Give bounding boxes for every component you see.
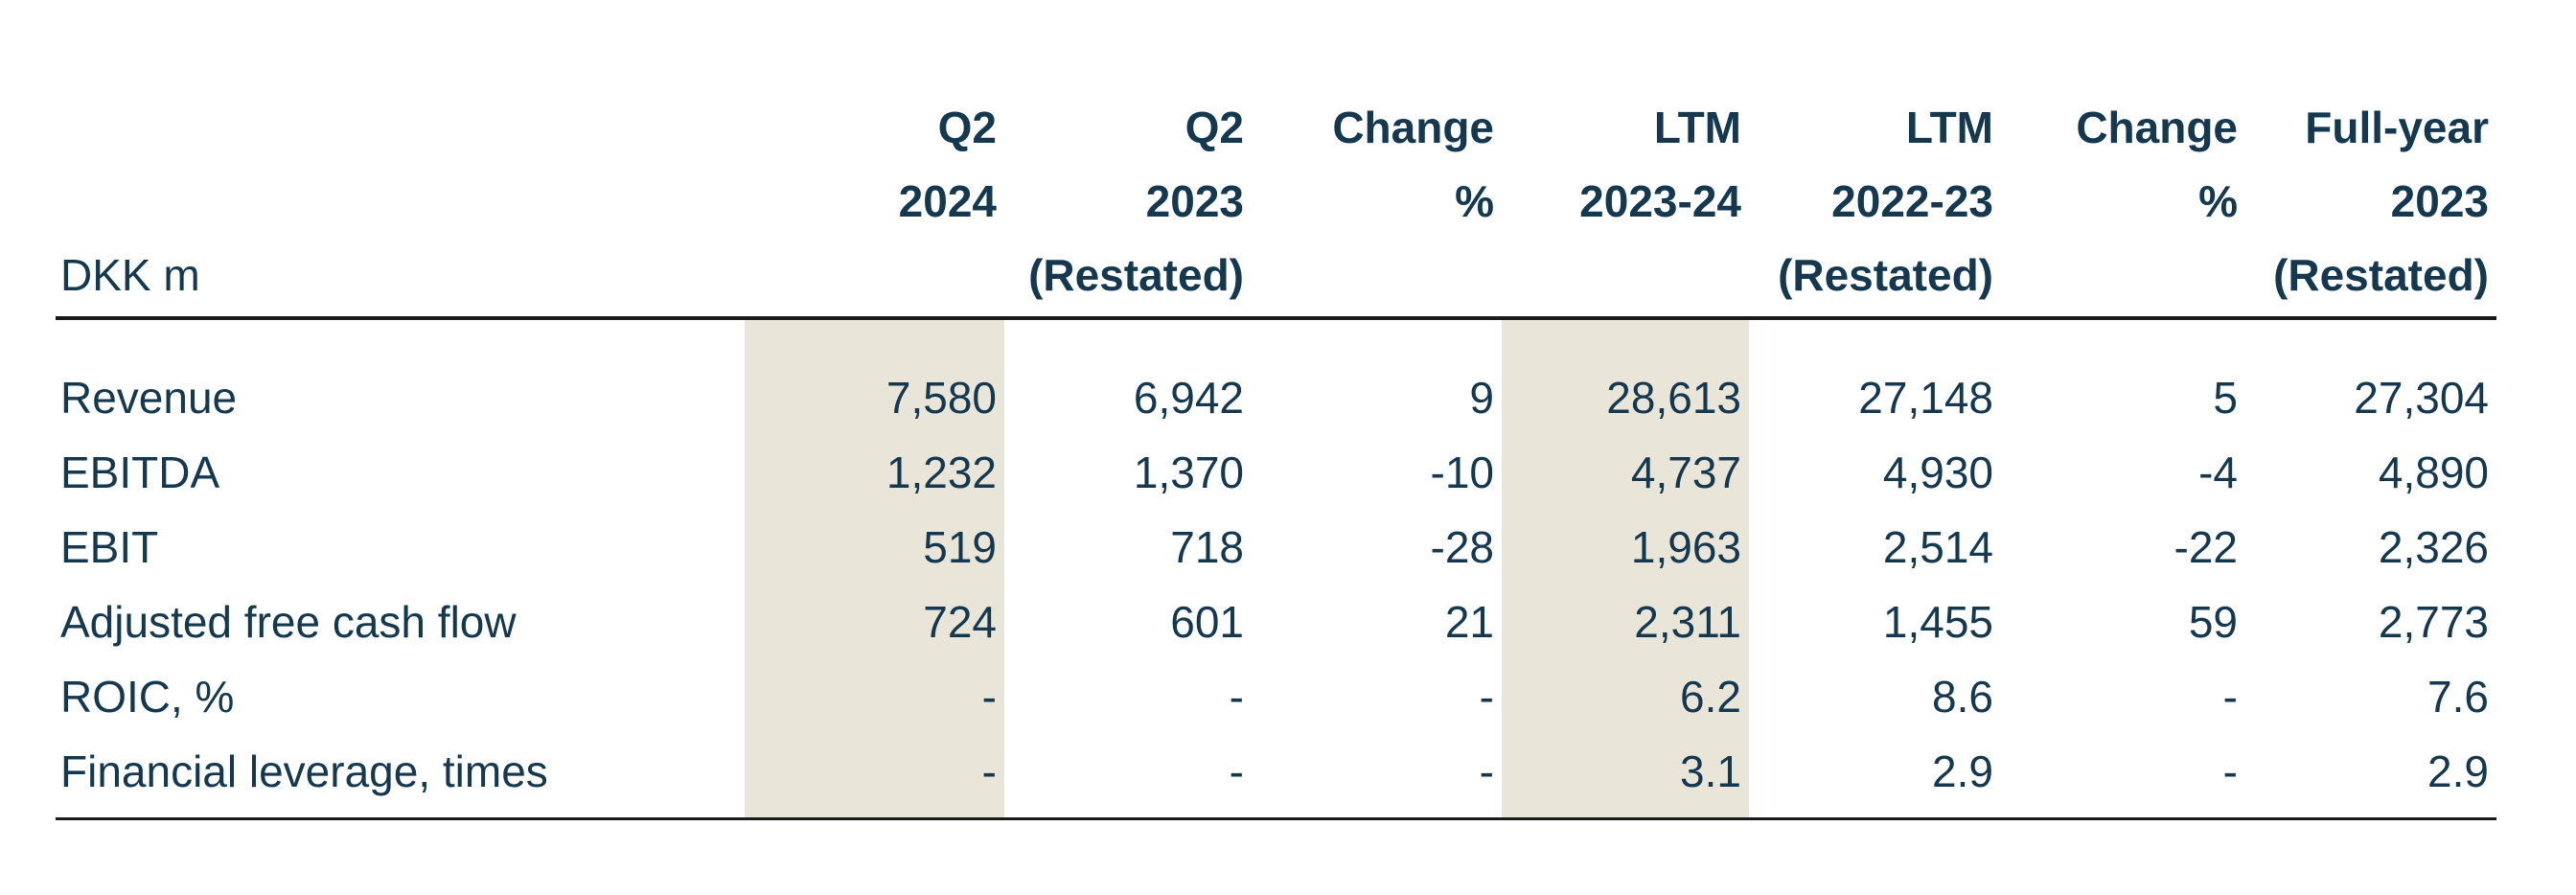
header-cell-change-q2: Change: [1332, 102, 1494, 152]
financial-highlights-table: Q2 Q2 Change LTM LTM Change Full-year 20…: [56, 90, 2496, 847]
table-cell: 519: [923, 522, 997, 572]
table-cell: 6,942: [1133, 373, 1244, 423]
table-cell: 2,311: [1634, 597, 1741, 647]
table-cell: -: [1229, 746, 1244, 796]
table-cell: 4,737: [1630, 448, 1741, 497]
table-cell: 59: [2188, 597, 2238, 647]
table-cell: 4,930: [1882, 448, 1993, 497]
header-cell-ltm-2023-24: LTM: [1653, 102, 1741, 152]
header-cell-full-year: Full-year: [2305, 102, 2489, 152]
table-cell: 27,148: [1858, 373, 1993, 423]
table-cell: -28: [1430, 522, 1494, 572]
table-row-revenue: Revenue 7,580 6,942 9 28,613 27,148 5 27…: [56, 360, 2496, 435]
header-cell: [1252, 238, 1502, 311]
row-label: EBIT: [60, 522, 159, 572]
table-cell: 1,963: [1630, 522, 1741, 572]
table-cell: 5: [2213, 373, 2238, 423]
table-cell: -: [2222, 746, 2238, 796]
highlight-band-ltm-2023-24: [1502, 320, 1749, 817]
table-cell: -4: [2198, 448, 2238, 497]
table-row-financial-leverage: Financial leverage, times - - - 3.1 2.9 …: [56, 734, 2496, 809]
table-cell: -: [981, 746, 997, 796]
table-cell: 6.2: [1680, 672, 1741, 722]
table-header: Q2 Q2 Change LTM LTM Change Full-year 20…: [56, 90, 2496, 311]
header-cell-restated-q2: (Restated): [1028, 249, 1244, 300]
header-cell-change-ltm: Change: [2076, 102, 2238, 152]
table-cell: -10: [1430, 448, 1494, 497]
table-cell: 601: [1170, 597, 1244, 647]
table-cell: 28,613: [1606, 373, 1741, 423]
header-line-1: Q2 Q2 Change LTM LTM Change Full-year: [56, 90, 2496, 164]
table-cell: 724: [923, 597, 997, 647]
table-body: Revenue 7,580 6,942 9 28,613 27,148 5 27…: [56, 360, 2496, 809]
header-cell-q2-2023: Q2: [1184, 102, 1244, 152]
table-cell: 2.9: [2427, 746, 2489, 796]
table-cell: -: [1479, 746, 1494, 796]
table-row-ebit: EBIT 519 718 -28 1,963 2,514 -22 2,326: [56, 510, 2496, 585]
row-label: ROIC, %: [60, 672, 235, 722]
table-row-roic: ROIC, % - - - 6.2 8.6 - 7.6: [56, 659, 2496, 734]
table-cell: 1,232: [886, 448, 997, 497]
header-cell-ltm-2022-23: LTM: [1905, 102, 1993, 152]
table-cell: 1,370: [1133, 448, 1244, 497]
row-label: EBITDA: [60, 448, 220, 497]
table-cell: 2,773: [2378, 597, 2489, 647]
table-cell: 9: [1469, 373, 1494, 423]
table-cell: 21: [1444, 597, 1494, 647]
bottom-rule: [56, 817, 2496, 820]
table-cell: 4,890: [2378, 448, 2489, 497]
header-cell-restated-fy: (Restated): [2273, 249, 2489, 300]
highlight-band-q2-2024: [745, 320, 1004, 817]
header-cell: [745, 238, 1004, 311]
table-cell: -: [1229, 672, 1244, 722]
header-cell-restated-ltm: (Restated): [1778, 249, 1993, 300]
table-cell: 7,580: [886, 373, 997, 423]
table-cell: -: [1479, 672, 1494, 722]
table-cell: 27,304: [2354, 373, 2489, 423]
table-cell: 2,326: [2378, 522, 2489, 572]
table-cell: 2,514: [1882, 522, 1993, 572]
header-line-2: 2024 2023 % 2023-24 2022-23 % 2023: [56, 164, 2496, 238]
header-cell-year-2024: 2024: [898, 175, 997, 226]
table-row-adjusted-free-cash-flow: Adjusted free cash flow 724 601 21 2,311…: [56, 585, 2496, 659]
header-cell: [1502, 238, 1749, 311]
table-cell: 8.6: [1932, 672, 1993, 722]
table-cell: -: [2222, 672, 2238, 722]
header-cell: [56, 164, 745, 238]
header-cell: [56, 90, 745, 164]
table-cell: 718: [1170, 522, 1244, 572]
table-cell: 1,455: [1882, 597, 1993, 647]
header-cell-percent-q2: %: [1455, 175, 1494, 226]
table-cell: 3.1: [1680, 746, 1741, 796]
header-cell-percent-ltm: %: [2198, 175, 2238, 226]
header-cell-fy-2023: 2023: [2390, 175, 2489, 226]
header-cell: [2001, 238, 2245, 311]
header-line-3: DKK m (Restated) (Restated) (Restated): [56, 238, 2496, 311]
header-cell-period-2023-24: 2023-24: [1579, 175, 1741, 226]
table-row-ebitda: EBITDA 1,232 1,370 -10 4,737 4,930 -4 4,…: [56, 435, 2496, 510]
row-label: Adjusted free cash flow: [60, 597, 517, 647]
unit-label: DKK m: [60, 249, 200, 300]
row-label: Revenue: [60, 373, 238, 423]
header-cell-q2-2024: Q2: [937, 102, 997, 152]
table-cell: -: [981, 672, 997, 722]
header-cell-year-2023: 2023: [1145, 175, 1244, 226]
table-cell: 7.6: [2427, 672, 2489, 722]
table-cell: -22: [2174, 522, 2238, 572]
row-label: Financial leverage, times: [60, 746, 548, 796]
header-cell-period-2022-23: 2022-23: [1831, 175, 1993, 226]
table-cell: 2.9: [1932, 746, 1993, 796]
header-rule: [56, 316, 2496, 320]
